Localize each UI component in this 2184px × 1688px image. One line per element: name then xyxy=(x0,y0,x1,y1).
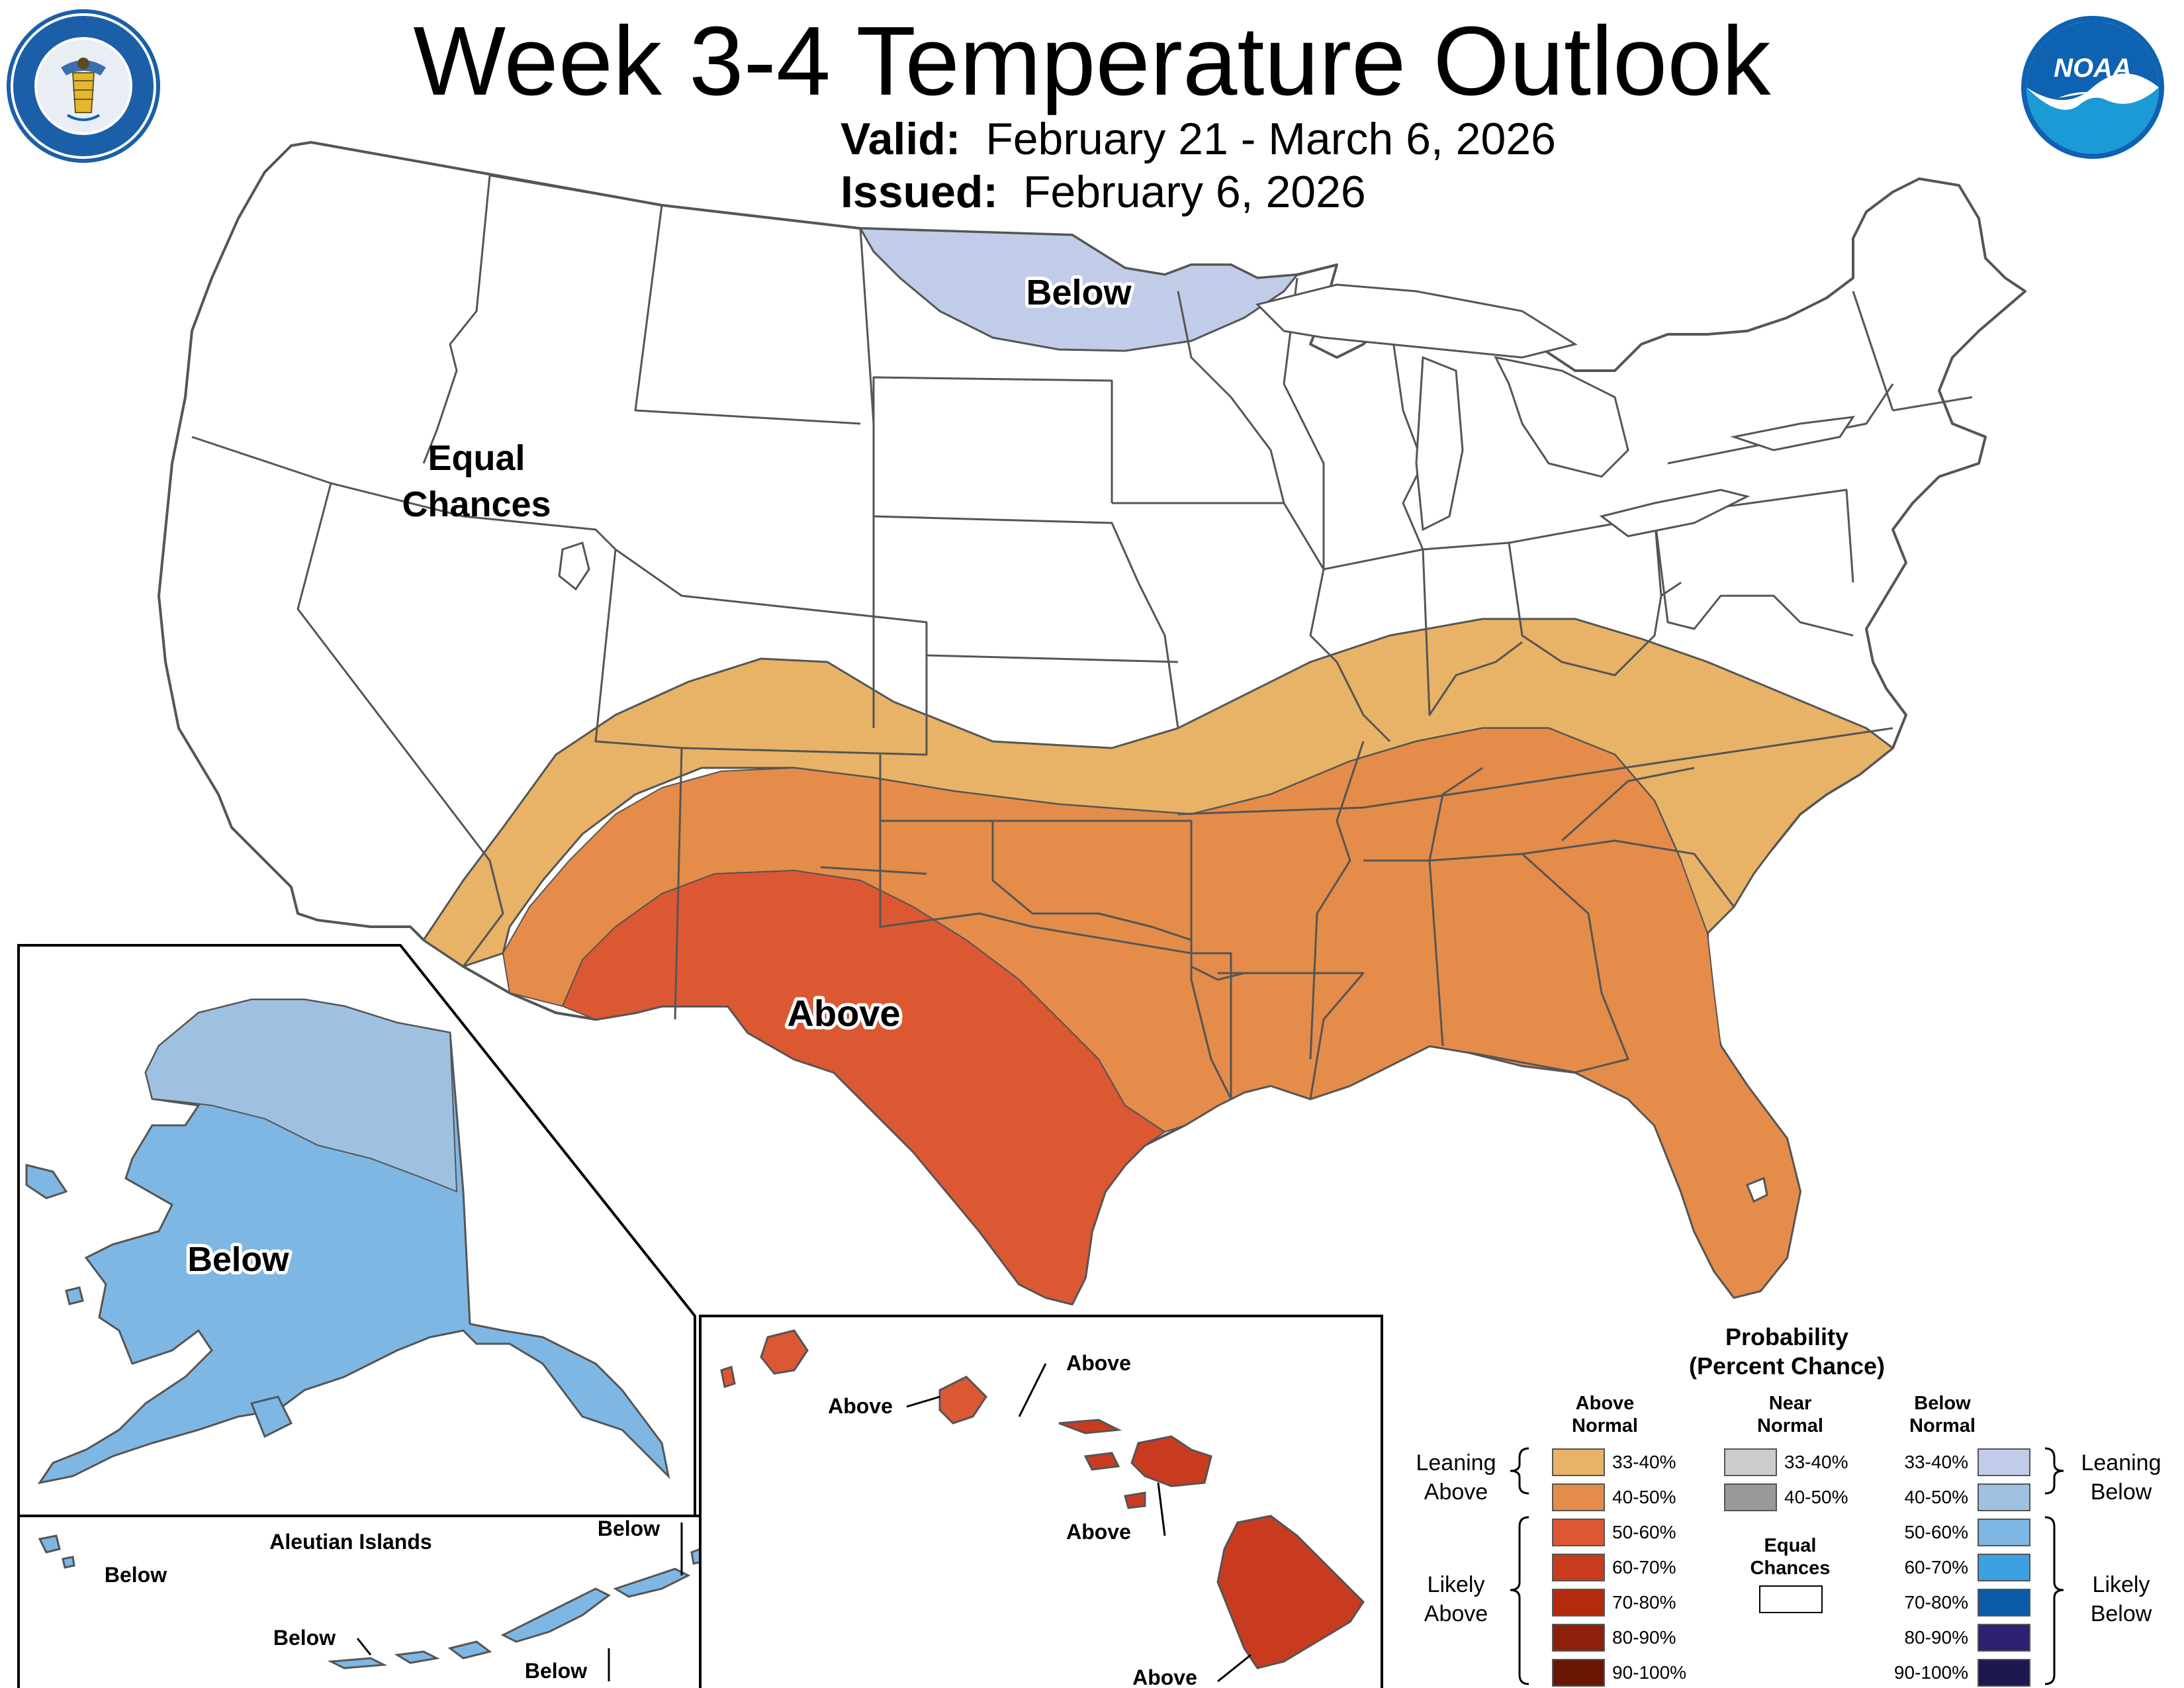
conus-above-label: Above xyxy=(787,992,900,1034)
alaska-below-50-60-area xyxy=(37,998,670,1485)
legend-below-label: 33-40% xyxy=(1904,1452,1968,1472)
conus-equal-chances-label-line1: Equal xyxy=(428,438,525,478)
valid-label: Valid: xyxy=(841,114,961,164)
legend-near-swatch xyxy=(1724,1448,1777,1476)
aleutian-inset: Aleutian Islands Below Below Below Below xyxy=(17,1515,702,1688)
legend-likely-above-line2: Above xyxy=(1424,1601,1488,1626)
conus-below-33-40-area xyxy=(858,227,1300,352)
noaa-logo: NOAA xyxy=(2021,16,2164,159)
lake-okeechobee xyxy=(1746,1176,1768,1203)
legend-likely-above-line1: Likely xyxy=(1427,1572,1485,1597)
aleutian-below-label-2: Below xyxy=(273,1626,336,1650)
conus-below-label: Below xyxy=(1026,273,1132,312)
legend-below-header-line2: Normal xyxy=(1909,1415,1976,1436)
legend-above-swatch xyxy=(1552,1624,1605,1652)
legend-likely-below-line2: Below xyxy=(2090,1601,2152,1626)
legend-above-label: 90-100% xyxy=(1612,1662,1687,1683)
legend-above-swatch xyxy=(1552,1659,1605,1687)
alaska-inset: Below xyxy=(17,944,696,1517)
issued-date: February 6, 2026 xyxy=(1023,167,1366,217)
legend-near-swatch xyxy=(1724,1483,1777,1511)
legend-equal-chances-swatch xyxy=(1759,1585,1823,1613)
legend-above-label: 70-80% xyxy=(1612,1592,1676,1613)
legend-below-label: 40-50% xyxy=(1904,1487,1968,1507)
legend-below-label: 70-80% xyxy=(1904,1592,1968,1613)
legend-near-header-line2: Normal xyxy=(1757,1415,1823,1436)
legend-leaning-below-line2: Below xyxy=(2090,1479,2152,1505)
legend-below-label: 90-100% xyxy=(1893,1662,1968,1683)
legend-below-label: 50-60% xyxy=(1904,1522,1968,1542)
aleutian-below-label-4: Below xyxy=(598,1517,660,1540)
legend-below-swatch xyxy=(1978,1519,2030,1546)
legend-leaning-above-line2: Above xyxy=(1424,1479,1488,1505)
legend-leaning-below-line1: Leaning xyxy=(2081,1450,2161,1476)
legend-title-line1: Probability xyxy=(1725,1323,1849,1350)
aleutian-below-label-1: Below xyxy=(105,1563,167,1587)
legend-equal-chances-line2: Chances xyxy=(1750,1558,1831,1579)
issued-line: Issued: February 6, 2026 xyxy=(841,165,1366,218)
great-salt-lake xyxy=(558,541,590,591)
hawaii-above-label-3: Above xyxy=(1066,1520,1131,1544)
legend-likely-below-line1: Likely xyxy=(2092,1572,2150,1597)
legend-above-swatch xyxy=(1552,1448,1605,1476)
alaska-below-40-50-area xyxy=(144,999,458,1193)
legend-below-swatch xyxy=(1978,1483,2030,1511)
noaa-logo-text: NOAA xyxy=(2054,54,2132,83)
legend-above-label: 40-50% xyxy=(1612,1487,1676,1507)
great-lakes xyxy=(1255,283,1856,538)
legend-below-swatch xyxy=(1978,1659,2030,1687)
legend-above-label: 50-60% xyxy=(1612,1522,1676,1542)
legend-above-header-line1: Above xyxy=(1575,1393,1635,1414)
legend-above-swatch xyxy=(1552,1589,1605,1617)
aleutian-below-label-3: Below xyxy=(525,1659,587,1683)
valid-date: February 21 - March 6, 2026 xyxy=(985,114,1556,164)
conus-equal-chances-label-line2: Chances xyxy=(402,485,551,524)
commerce-seal-logo xyxy=(7,9,160,163)
hawaii-inset: Above Above Above Above xyxy=(699,1315,1383,1688)
legend-above-swatch xyxy=(1552,1519,1605,1546)
legend-above-label: 80-90% xyxy=(1612,1627,1676,1648)
legend-near-label: 40-50% xyxy=(1784,1487,1848,1507)
legend-equal-chances-line1: Equal xyxy=(1764,1535,1817,1556)
hawaii-above-label-2: Above xyxy=(828,1394,893,1418)
legend-above-swatch xyxy=(1552,1483,1605,1511)
legend-below-header-line1: Below xyxy=(1914,1393,1971,1414)
issued-label: Issued: xyxy=(841,167,999,217)
valid-line: Valid: February 21 - March 6, 2026 xyxy=(841,113,1556,165)
legend-below-label: 80-90% xyxy=(1904,1627,1968,1648)
alaska-below-label: Below xyxy=(187,1241,289,1279)
aleutian-islands-title: Aleutian Islands xyxy=(269,1530,432,1554)
map-title: Week 3-4 Temperature Outlook xyxy=(413,7,1771,116)
hawaii-above-label-1: Above xyxy=(1066,1351,1131,1375)
hawaii-above-label-4: Above xyxy=(1132,1665,1197,1688)
legend-below-label: 60-70% xyxy=(1904,1557,1968,1577)
legend-leaning-above-line1: Leaning xyxy=(1416,1450,1496,1476)
legend-above-label: 33-40% xyxy=(1612,1452,1676,1472)
legend-near-header-line1: Near xyxy=(1768,1393,1812,1414)
legend-above-swatch xyxy=(1552,1554,1605,1581)
legend-title-line2: (Percent Chance) xyxy=(1688,1352,1886,1380)
legend-below-swatch xyxy=(1978,1448,2030,1476)
legend-above-header-line2: Normal xyxy=(1572,1415,1638,1436)
legend-below-swatch xyxy=(1978,1589,2030,1617)
legend-above-label: 60-70% xyxy=(1612,1557,1676,1577)
legend-near-label: 33-40% xyxy=(1784,1452,1848,1472)
legend-below-swatch xyxy=(1978,1624,2030,1652)
legend-below-swatch xyxy=(1978,1554,2030,1581)
conus-above-50-60-area xyxy=(561,869,1166,1305)
